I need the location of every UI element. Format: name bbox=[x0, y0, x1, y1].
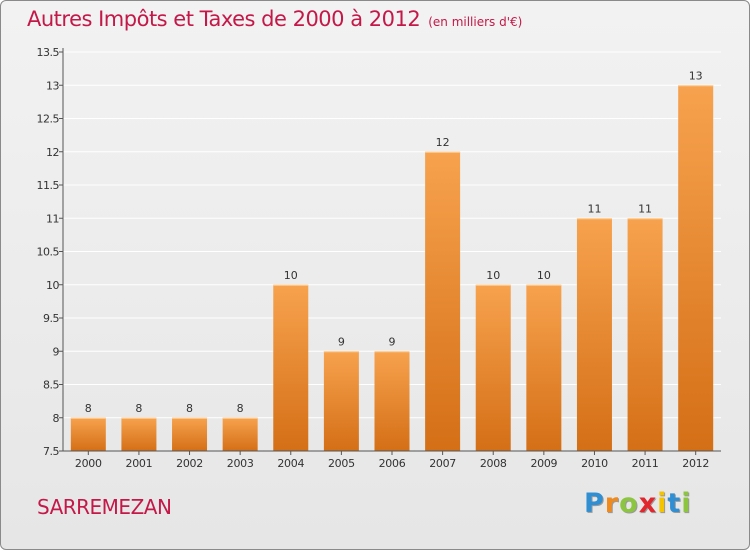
x-tick-label: 2006 bbox=[379, 457, 406, 470]
x-tick-label: 2010 bbox=[581, 457, 608, 470]
data-label: 9 bbox=[389, 335, 396, 348]
y-tick-label: 12 bbox=[46, 146, 59, 159]
logo-letter: o bbox=[619, 488, 639, 519]
data-label: 9 bbox=[338, 335, 345, 348]
logo-letter: P bbox=[584, 488, 605, 519]
y-tick-label: 8 bbox=[53, 412, 60, 425]
commune-name: SARREMEZAN bbox=[37, 495, 172, 519]
proxiti-logo: Proxiti bbox=[584, 488, 692, 519]
x-tick-label: 2004 bbox=[277, 457, 304, 470]
bar bbox=[70, 417, 106, 451]
bar bbox=[627, 218, 663, 451]
bar bbox=[121, 417, 157, 451]
data-label: 8 bbox=[85, 402, 92, 415]
data-label: 10 bbox=[486, 269, 500, 282]
data-label: 12 bbox=[436, 136, 450, 149]
bar bbox=[526, 284, 562, 451]
data-label: 10 bbox=[284, 269, 298, 282]
x-tick-label: 2012 bbox=[682, 457, 709, 470]
logo-letter: t bbox=[667, 488, 682, 519]
logo-letter: i bbox=[681, 488, 692, 519]
logo-letter: r bbox=[604, 488, 620, 519]
data-label: 8 bbox=[237, 402, 244, 415]
x-tick-label: 2009 bbox=[530, 457, 557, 470]
y-tick-label: 13.5 bbox=[37, 46, 60, 59]
chart-title: Autres Impôts et Taxes de 2000 à 2012 bbox=[27, 7, 421, 31]
x-tick-label: 2003 bbox=[227, 457, 254, 470]
y-tick-label: 13 bbox=[46, 79, 59, 92]
x-tick-label: 2001 bbox=[126, 457, 153, 470]
x-tick-label: 2002 bbox=[176, 457, 203, 470]
logo-letter: x bbox=[638, 488, 658, 519]
y-tick-label: 9.5 bbox=[43, 312, 59, 325]
y-tick-label: 9 bbox=[53, 345, 60, 358]
chart-title-block: Autres Impôts et Taxes de 2000 à 2012 (en… bbox=[27, 7, 522, 31]
bar bbox=[475, 284, 511, 451]
y-tick-label: 8.5 bbox=[43, 379, 59, 392]
x-tick-label: 2008 bbox=[480, 457, 507, 470]
y-tick-label: 12.5 bbox=[37, 113, 60, 126]
data-label: 8 bbox=[135, 402, 142, 415]
bar bbox=[222, 417, 258, 451]
x-tick-label: 2000 bbox=[75, 457, 102, 470]
logo-letter: i bbox=[657, 488, 668, 519]
data-label: 13 bbox=[689, 69, 703, 82]
x-tick-label: 2011 bbox=[632, 457, 659, 470]
bar bbox=[172, 417, 208, 451]
y-tick-label: 10 bbox=[46, 279, 59, 292]
chart-subtitle: (en milliers d'€) bbox=[428, 15, 523, 29]
bar bbox=[425, 151, 461, 451]
axes bbox=[59, 48, 721, 455]
data-label: 10 bbox=[537, 269, 551, 282]
x-tick-label: 2007 bbox=[429, 457, 456, 470]
y-tick-label: 7.5 bbox=[43, 445, 59, 458]
bar bbox=[576, 218, 612, 451]
y-tick-label: 10.5 bbox=[37, 246, 60, 259]
data-label: 11 bbox=[638, 202, 652, 215]
y-tick-label: 11.5 bbox=[37, 179, 60, 192]
x-tick-label: 2005 bbox=[328, 457, 355, 470]
bar bbox=[678, 85, 714, 451]
bar bbox=[323, 351, 359, 451]
bar bbox=[273, 284, 309, 451]
data-label: 8 bbox=[186, 402, 193, 415]
y-tick-label: 11 bbox=[46, 212, 59, 225]
bars bbox=[70, 85, 714, 451]
bar bbox=[374, 351, 410, 451]
data-label: 11 bbox=[587, 202, 601, 215]
labels: 7.5 8 8.5 9 9.5 10 10.5 11 11.5 12 12.5 13 13.5 8 2000… bbox=[37, 46, 710, 470]
